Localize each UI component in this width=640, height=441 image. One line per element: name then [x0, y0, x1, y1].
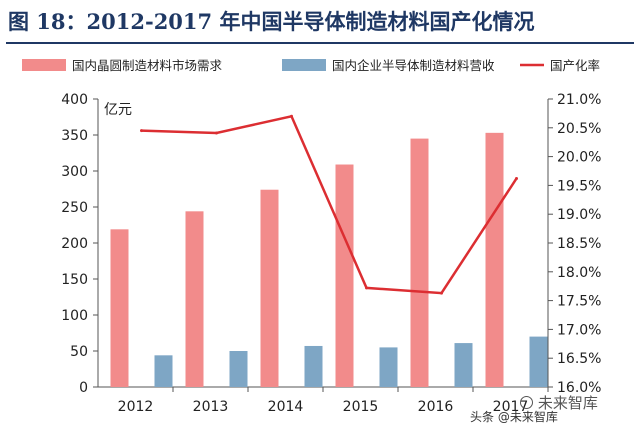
ratio-line: [140, 114, 518, 295]
ratio-point: [215, 131, 218, 135]
x-tick-label: 2016: [418, 399, 454, 415]
y-right-tick-label: 16.0%: [557, 380, 601, 396]
y-right-tick-label: 17.5%: [557, 294, 601, 310]
title-bar: 图 18：2012-2017 年中国半导体制造材料国产化情况: [0, 0, 640, 44]
ratio-line-path: [141, 114, 518, 295]
bar-market-demand: [335, 164, 354, 387]
y-right-tick-label: 19.5%: [557, 178, 601, 194]
watermark-brand-row: 未来智库: [520, 392, 598, 413]
ratio-point: [365, 286, 368, 290]
bars: [110, 132, 548, 387]
x-tick-label: 2013: [193, 399, 229, 415]
y-right-tick-label: 21.0%: [557, 92, 601, 108]
page-title: 图 18：2012-2017 年中国半导体制造材料国产化情况: [8, 9, 535, 34]
y-left-tick-label: 200: [61, 236, 88, 252]
legend-label: 国内晶圆制造材料市场需求: [72, 58, 223, 73]
y-left-tick-label: 350: [61, 128, 88, 144]
y-left-tick-label: 100: [61, 308, 88, 324]
watermark: 头条 @未来智库: [470, 408, 558, 425]
watermark-logo-icon: [520, 396, 533, 409]
ratio-point: [290, 114, 293, 118]
watermark-account: @未来智库: [497, 410, 558, 424]
bar-market-demand: [110, 229, 129, 387]
bar-market-demand: [185, 211, 204, 387]
y-right-tick-label: 18.5%: [557, 236, 601, 252]
bar-market-demand: [410, 138, 429, 387]
legend-label: 国产化率: [550, 58, 600, 73]
y-right-tick-label: 19.0%: [557, 207, 601, 223]
y-left-tick-label: 150: [61, 272, 88, 288]
chart: 国内晶圆制造材料市场需求 国内企业半导体制造材料营收 国产化率 0 50 100 150 2…: [22, 58, 601, 415]
y-left-tick-label: 400: [61, 92, 88, 108]
legend: 国内晶圆制造材料市场需求 国内企业半导体制造材料营收 国产化率: [22, 58, 600, 73]
axes: 0 50 100 150 200 250 300 350 400 亿元 16.0% 16.5% 17.0…: [61, 92, 601, 415]
y-right-tick-label: 18.0%: [557, 265, 601, 281]
legend-swatch: [22, 59, 66, 71]
bar-domestic-revenue: [229, 351, 248, 387]
y-left-unit: 亿元: [104, 102, 132, 118]
x-tick-label: 2014: [268, 399, 304, 415]
watermark-platform: 头条: [470, 410, 495, 424]
bar-domestic-revenue: [379, 347, 398, 387]
bar-domestic-revenue: [154, 355, 173, 387]
x-tick-label: 2012: [118, 399, 154, 415]
y-right-tick-label: 20.0%: [557, 150, 601, 166]
bar-market-demand: [260, 189, 279, 387]
ratio-point: [440, 291, 443, 295]
bar-market-demand: [485, 132, 504, 387]
bar-domestic-revenue: [529, 336, 548, 387]
legend-swatch: [282, 59, 326, 71]
y-left-tick-label: 50: [70, 344, 88, 360]
x-tick-label: 2015: [343, 399, 379, 415]
y-right-tick-label: 16.5%: [557, 351, 601, 367]
bar-domestic-revenue: [304, 345, 323, 387]
y-left-tick-label: 250: [61, 200, 88, 216]
y-right-tick-label: 17.0%: [557, 322, 601, 338]
title-rule: [6, 42, 634, 44]
y-left-tick-label: 0: [79, 380, 88, 396]
ratio-point: [515, 176, 518, 180]
x-tick-label: 2017: [493, 399, 529, 415]
ratio-point: [140, 129, 143, 133]
y-left-tick-label: 300: [61, 164, 88, 180]
watermark-brand: 未来智库: [537, 394, 598, 412]
bar-domestic-revenue: [454, 343, 473, 387]
legend-label: 国内企业半导体制造材料营收: [332, 58, 495, 73]
y-right-tick-label: 20.5%: [557, 121, 601, 137]
